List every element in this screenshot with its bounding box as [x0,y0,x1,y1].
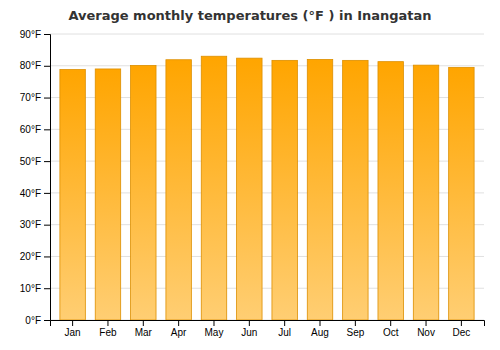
tick-mark [44,66,50,67]
tick-mark [107,320,108,326]
bar [201,56,226,320]
x-tick: Jan [65,320,81,338]
x-tick: Dec [452,320,470,338]
tick-label: 70°F [20,92,41,103]
tick-mark [44,193,50,194]
tick-mark [320,320,321,326]
tick-label: 60°F [20,124,41,135]
tick-label: 20°F [20,251,41,262]
tick-label: Oct [383,327,399,338]
x-tick: Sep [346,320,364,338]
y-tick: 30°F [20,219,50,230]
y-tick: 20°F [20,251,50,262]
y-tick: 10°F [20,283,50,294]
axis-line [44,35,51,321]
y-tick: 40°F [20,188,50,199]
bar [237,58,262,320]
tick-label: 10°F [20,283,41,294]
tick-mark [461,320,462,326]
grid [50,34,484,320]
x-tick: May [205,320,224,338]
tick-mark [249,320,250,326]
tick-label: Dec [452,327,470,338]
tick-mark [213,320,214,326]
plot: 0°F 10°F 20°F 30°F 40°F 50°F 60°F 70°F 80°F 90°F J… [20,29,485,338]
bar [307,59,332,320]
tick-label: Nov [417,327,435,338]
tick-label: Mar [135,327,153,338]
bars [60,56,474,320]
tick-label: 90°F [20,29,41,40]
axis-line [51,321,485,327]
tick-mark [44,98,50,99]
y-axis: 0°F 10°F 20°F 30°F 40°F 50°F 60°F 70°F 80°F 90°F [20,29,51,326]
y-tick: 60°F [20,124,50,135]
x-tick: Apr [171,320,187,338]
tick-label: Sep [346,327,364,338]
y-tick: 90°F [20,29,50,40]
tick-mark [44,129,50,130]
tick-mark [390,320,391,326]
chart: 0°F 10°F 20°F 30°F 40°F 50°F 60°F 70°F 80°F 90°F J… [0,0,500,350]
tick-mark [44,161,50,162]
y-tick: 70°F [20,92,50,103]
x-tick: Oct [383,320,399,338]
x-tick: Jul [278,320,291,338]
bar [166,60,191,320]
bar [413,65,438,320]
tick-mark [44,225,50,226]
tick-label: 40°F [20,188,41,199]
y-tick: 0°F [25,315,50,326]
x-tick: Feb [99,320,117,338]
tick-mark [426,320,427,326]
tick-mark [72,320,73,326]
y-tick: 50°F [20,156,50,167]
tick-mark [355,320,356,326]
x-tick: Mar [135,320,153,338]
tick-label: 50°F [20,156,41,167]
x-axis: Jan Feb Mar Apr May Jun Jul Aug Sep Oct Nov Dec [51,320,485,338]
bar [272,60,297,320]
bar [378,62,403,320]
tick-mark [143,320,144,326]
bar [449,67,474,320]
tick-label: Jun [241,327,257,338]
x-tick: Aug [311,320,329,338]
tick-label: Jul [278,327,291,338]
bar [60,70,85,320]
title: Average monthly temperatures (°F ) in In… [68,8,431,23]
tick-mark [44,320,50,321]
x-tick: Nov [417,320,435,338]
tick-label: Apr [171,327,187,338]
x-tick: Jun [241,320,257,338]
tick-mark [178,320,179,326]
tick-label: May [205,327,224,338]
tick-label: 80°F [20,60,41,71]
tick-label: 30°F [20,219,41,230]
y-tick: 80°F [20,60,50,71]
bar [95,69,120,320]
tick-label: Feb [99,327,117,338]
bar [131,65,156,320]
tick-label: Jan [65,327,81,338]
tick-mark [44,288,50,289]
grid-line [50,34,484,35]
tick-label: 0°F [25,315,41,326]
tick-label: Aug [311,327,329,338]
tick-mark [44,34,50,35]
tick-mark [284,320,285,326]
bar [343,60,368,320]
tick-mark [44,256,50,257]
